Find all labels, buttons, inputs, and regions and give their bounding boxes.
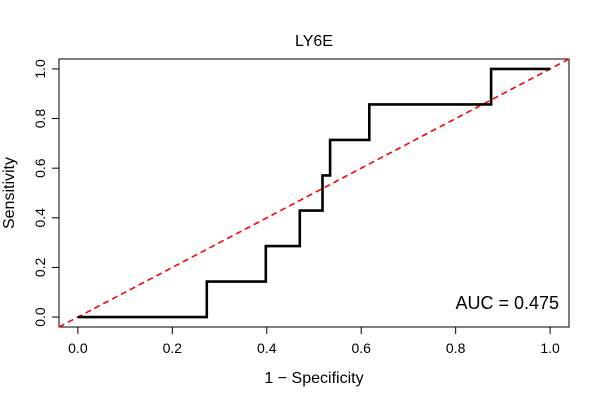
series-layer (58, 58, 570, 328)
chart-title: LY6E (295, 33, 333, 50)
y-tick-label: 0.0 (32, 307, 48, 327)
y-tick-label: 0.2 (32, 258, 48, 278)
x-tick-label: 0.6 (351, 340, 371, 356)
y-tick-label: 1.0 (32, 59, 48, 79)
roc-curve-line (77, 67, 551, 319)
y-tick-label: 0.6 (32, 158, 48, 178)
y-tick-label: 0.8 (32, 109, 48, 129)
y-axis: 0.0 0.2 0.4 0.6 0.8 1.0 (32, 59, 60, 327)
reference-diagonal-line (58, 58, 570, 328)
x-tick-label: 0.2 (163, 340, 183, 356)
y-tick-label: 0.4 (32, 208, 48, 228)
auc-annotation: AUC = 0.475 (455, 293, 559, 313)
x-tick-label: 0.4 (257, 340, 277, 356)
x-tick-label: 0.0 (68, 340, 88, 356)
plot-frame (58, 58, 570, 328)
y-axis-label: Sensitivity (1, 157, 18, 229)
x-tick-label: 0.8 (446, 340, 466, 356)
x-axis-label: 1 − Specificity (264, 370, 363, 387)
x-tick-label: 1.0 (540, 340, 560, 356)
x-axis: 0.0 0.2 0.4 0.6 0.8 1.0 (68, 326, 560, 356)
